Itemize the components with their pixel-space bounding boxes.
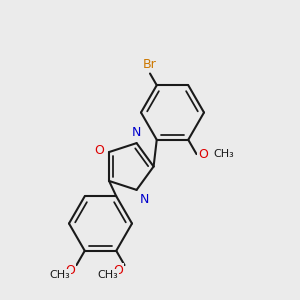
Text: O: O — [95, 144, 105, 157]
Text: O: O — [113, 264, 123, 277]
Text: CH₃: CH₃ — [213, 149, 234, 159]
Text: N: N — [140, 193, 149, 206]
Text: O: O — [65, 264, 75, 277]
Text: Br: Br — [143, 58, 157, 70]
Text: N: N — [132, 126, 141, 139]
Text: CH₃: CH₃ — [50, 270, 70, 280]
Text: CH₃: CH₃ — [98, 270, 118, 280]
Text: O: O — [198, 148, 208, 160]
